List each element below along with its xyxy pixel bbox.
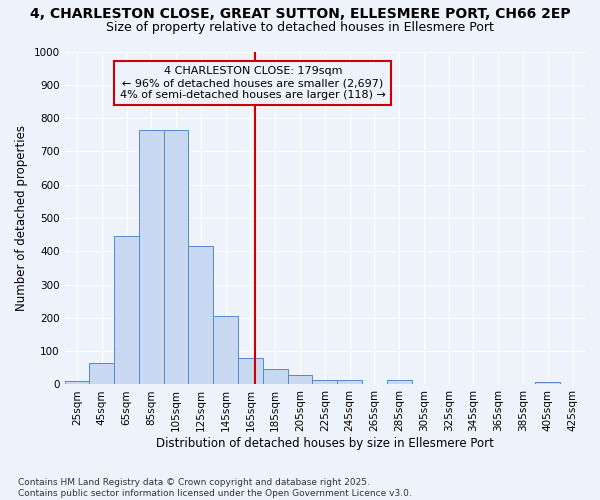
- Bar: [287, 375, 313, 384]
- Text: 4, CHARLESTON CLOSE, GREAT SUTTON, ELLESMERE PORT, CH66 2EP: 4, CHARLESTON CLOSE, GREAT SUTTON, ELLES…: [29, 8, 571, 22]
- Text: Size of property relative to detached houses in Ellesmere Port: Size of property relative to detached ho…: [106, 21, 494, 34]
- Y-axis label: Number of detached properties: Number of detached properties: [15, 125, 28, 311]
- X-axis label: Distribution of detached houses by size in Ellesmere Port: Distribution of detached houses by size …: [156, 437, 494, 450]
- Bar: [535, 382, 560, 384]
- Bar: [114, 236, 139, 384]
- Bar: [213, 316, 238, 384]
- Bar: [89, 363, 114, 384]
- Bar: [139, 130, 164, 384]
- Bar: [263, 370, 287, 384]
- Bar: [164, 130, 188, 384]
- Bar: [313, 380, 337, 384]
- Bar: [387, 380, 412, 384]
- Bar: [65, 381, 89, 384]
- Bar: [337, 380, 362, 384]
- Bar: [188, 246, 213, 384]
- Bar: [238, 358, 263, 384]
- Text: 4 CHARLESTON CLOSE: 179sqm
← 96% of detached houses are smaller (2,697)
4% of se: 4 CHARLESTON CLOSE: 179sqm ← 96% of deta…: [120, 66, 386, 100]
- Text: Contains HM Land Registry data © Crown copyright and database right 2025.
Contai: Contains HM Land Registry data © Crown c…: [18, 478, 412, 498]
